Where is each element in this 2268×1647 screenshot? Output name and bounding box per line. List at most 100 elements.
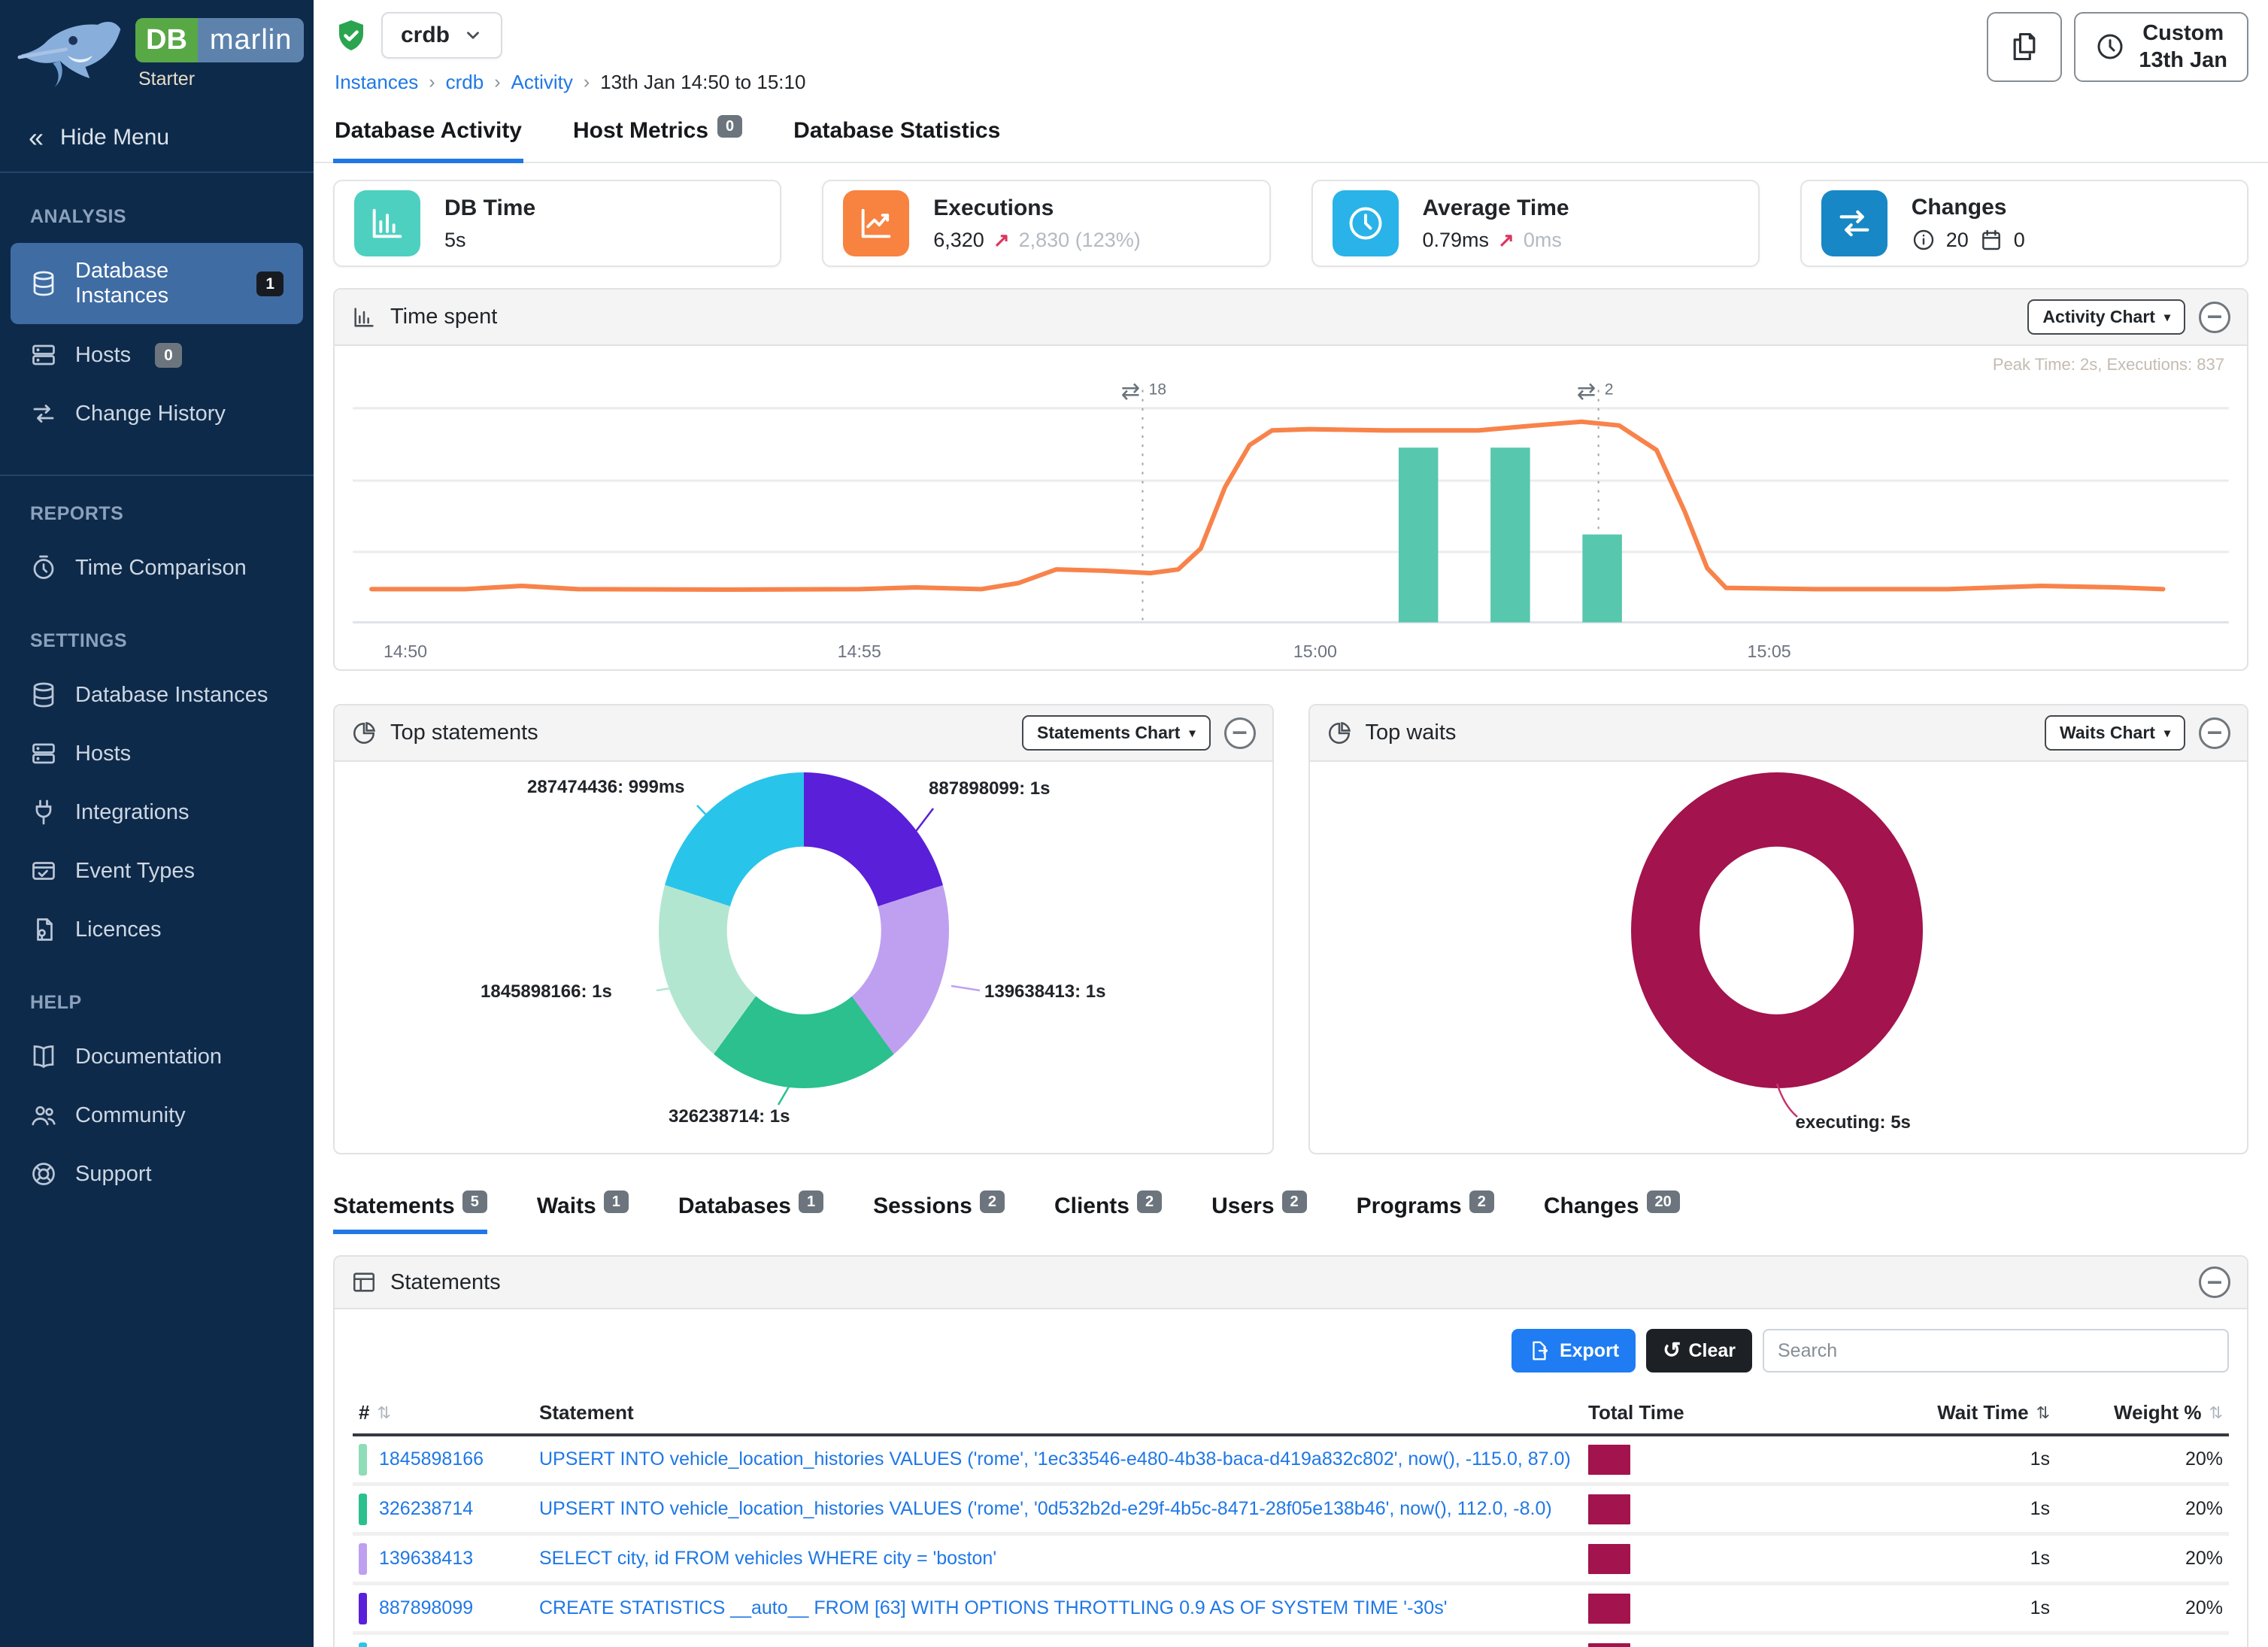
peak-note: Peak Time: 2s, Executions: 837	[1992, 355, 2224, 374]
statement-link[interactable]: UPSERT INTO vehicle_location_histories V…	[539, 1448, 1571, 1470]
sidebar-item-label: Support	[75, 1161, 152, 1186]
sidebar-item-event-types[interactable]: Event Types	[0, 842, 314, 900]
statement-link[interactable]: UPSERT INTO vehicle_location_histories V…	[539, 1498, 1552, 1520]
breadcrumb-item[interactable]: crdb	[445, 71, 484, 93]
collapse-panel-button[interactable]: –	[2199, 1266, 2230, 1299]
sidebar-item-time-comparison[interactable]: Time Comparison	[0, 538, 314, 597]
sidebar-item-hosts[interactable]: Hosts 0	[0, 326, 314, 384]
tab-users[interactable]: Users 2	[1211, 1191, 1307, 1234]
tab-statements[interactable]: Statements 5	[333, 1191, 487, 1235]
search-input[interactable]	[1763, 1329, 2229, 1373]
sidebar-item-documentation[interactable]: Documentation	[0, 1027, 314, 1086]
statement-id-link[interactable]: 139638413	[379, 1548, 474, 1570]
sidebar-item-label: Licences	[75, 917, 162, 942]
tab-database-statistics[interactable]: Database Statistics	[792, 109, 1002, 162]
calendar-icon	[1979, 228, 2003, 252]
collapse-panel-button[interactable]: –	[2199, 301, 2230, 333]
clear-button[interactable]: ↺ Clear	[1646, 1329, 1752, 1373]
breadcrumb-item[interactable]: Activity	[511, 71, 573, 93]
kpi-value-text: 6,320	[933, 228, 984, 251]
tab-label: Clients	[1054, 1194, 1129, 1219]
activity-chart-select[interactable]: Activity Chart ▾	[2027, 299, 2185, 335]
total-time-bar	[1588, 1494, 1630, 1524]
kpi-card-average-time: Average Time 0.79ms ↗ 0ms	[1311, 180, 1760, 267]
total-time-bar	[1588, 1543, 1630, 1574]
table-icon	[351, 1269, 377, 1295]
sidebar-item-label: Documentation	[75, 1044, 223, 1069]
weight-cell: 20%	[2185, 1597, 2223, 1619]
statement-id-cell: 139638413	[353, 1542, 533, 1575]
panel-title: Top statements	[390, 720, 538, 745]
statements-table-header: Statements –	[335, 1257, 2247, 1310]
copy-icon	[2008, 30, 2041, 63]
tab-databases[interactable]: Databases 1	[678, 1191, 824, 1234]
tab-database-activity[interactable]: Database Activity	[333, 109, 523, 163]
time-range-button[interactable]: Custom 13th Jan	[2074, 12, 2248, 82]
waits-chart-select[interactable]: Waits Chart ▾	[2045, 715, 2185, 751]
column-header-id[interactable]: # ⇅	[359, 1401, 391, 1424]
total-time-bar	[1588, 1593, 1630, 1624]
count-badge: 1	[798, 1191, 824, 1214]
logo: DB marlin Starter	[0, 0, 314, 104]
statement-link[interactable]: CREATE STATISTICS __auto__ FROM [63] WIT…	[539, 1597, 1448, 1619]
weight-cell: 20%	[2185, 1498, 2223, 1520]
sidebar-item-change-history[interactable]: Change History	[0, 384, 314, 443]
change-marker-icon[interactable]: ⇄	[1577, 380, 1596, 405]
column-header-total-time[interactable]: Total Time	[1588, 1401, 1684, 1424]
instance-name: crdb	[401, 23, 450, 47]
kpi-value-text: 5s	[444, 228, 466, 251]
database-icon	[30, 270, 57, 297]
kpi-body: Changes 20 0	[1912, 195, 2025, 252]
hide-menu-button[interactable]: « Hide Menu	[0, 104, 314, 173]
copy-button[interactable]	[1987, 12, 2063, 82]
tab-clients[interactable]: Clients 2	[1054, 1191, 1163, 1234]
sidebar-item-hosts[interactable]: Hosts	[0, 724, 314, 783]
tab-sessions[interactable]: Sessions 2	[873, 1191, 1005, 1234]
kpi-card-db-time: DB Time 5s	[333, 180, 782, 267]
sidebar-item-database-instances[interactable]: Database Instances	[0, 666, 314, 724]
total-time-cell	[1582, 1444, 1830, 1475]
wait-time-cell: 1s	[2030, 1498, 2050, 1520]
clear-label: Clear	[1688, 1339, 1736, 1361]
column-header-weight[interactable]: Weight % ⇅	[2114, 1401, 2223, 1424]
sidebar-item-community[interactable]: Community	[0, 1086, 314, 1145]
collapse-panel-button[interactable]: –	[2199, 717, 2230, 749]
tab-host-metrics[interactable]: Host Metrics 0	[572, 109, 744, 162]
breadcrumb-item[interactable]: Instances	[335, 71, 419, 93]
wait-time-cell: 1s	[2030, 1448, 2050, 1470]
export-button[interactable]: Export	[1511, 1329, 1636, 1373]
sidebar-item-integrations[interactable]: Integrations	[0, 783, 314, 842]
sidebar-item-label: Hosts	[75, 741, 132, 766]
column-header-wait-time[interactable]: Wait Time ⇅	[1937, 1401, 2050, 1424]
panel-title: Top waits	[1365, 720, 1457, 745]
statement-link[interactable]: SELECT city, id FROM vehicles WHERE city…	[539, 1548, 997, 1570]
sidebar-item-label: Time Comparison	[75, 555, 247, 580]
statement-id-link[interactable]: 887898099	[379, 1597, 474, 1619]
collapse-panel-button[interactable]: –	[1223, 717, 1256, 749]
change-marker-icon[interactable]: ⇄	[1121, 380, 1140, 405]
sidebar-item-licences[interactable]: Licences	[0, 900, 314, 959]
swap-icon	[30, 400, 57, 427]
caret-down-icon: ▾	[1189, 726, 1196, 740]
kpi-title: Average Time	[1422, 195, 1569, 220]
tab-programs[interactable]: Programs 2	[1357, 1191, 1494, 1234]
executions-bar	[1582, 534, 1622, 623]
table-row: 326238714 UPSERT INTO vehicle_location_hi…	[353, 1486, 2229, 1536]
x-axis-tick: 15:00	[1293, 642, 1337, 661]
sidebar-item-database-instances[interactable]: Database Instances 1	[11, 243, 303, 324]
changes-info-count: 20	[1945, 228, 1969, 251]
tab-waits[interactable]: Waits 1	[537, 1191, 629, 1234]
instance-selector[interactable]: crdb	[381, 12, 503, 59]
changes-calendar-count: 0	[2013, 228, 2025, 251]
hosts-icon	[30, 740, 57, 767]
statements-chart-select[interactable]: Statements Chart ▾	[1022, 715, 1211, 751]
statement-id-link[interactable]: 326238714	[379, 1498, 474, 1520]
change-marker-count: 18	[1149, 381, 1167, 399]
bar-chart-icon	[351, 305, 377, 330]
pie-chart-icon	[1327, 720, 1352, 746]
column-header-statement[interactable]: Statement	[539, 1401, 634, 1424]
statement-id-link[interactable]: 1845898166	[379, 1448, 484, 1470]
sidebar-item-support[interactable]: Support	[0, 1145, 314, 1203]
tab-changes[interactable]: Changes 20	[1544, 1191, 1680, 1234]
count-badge: 2	[979, 1191, 1005, 1214]
